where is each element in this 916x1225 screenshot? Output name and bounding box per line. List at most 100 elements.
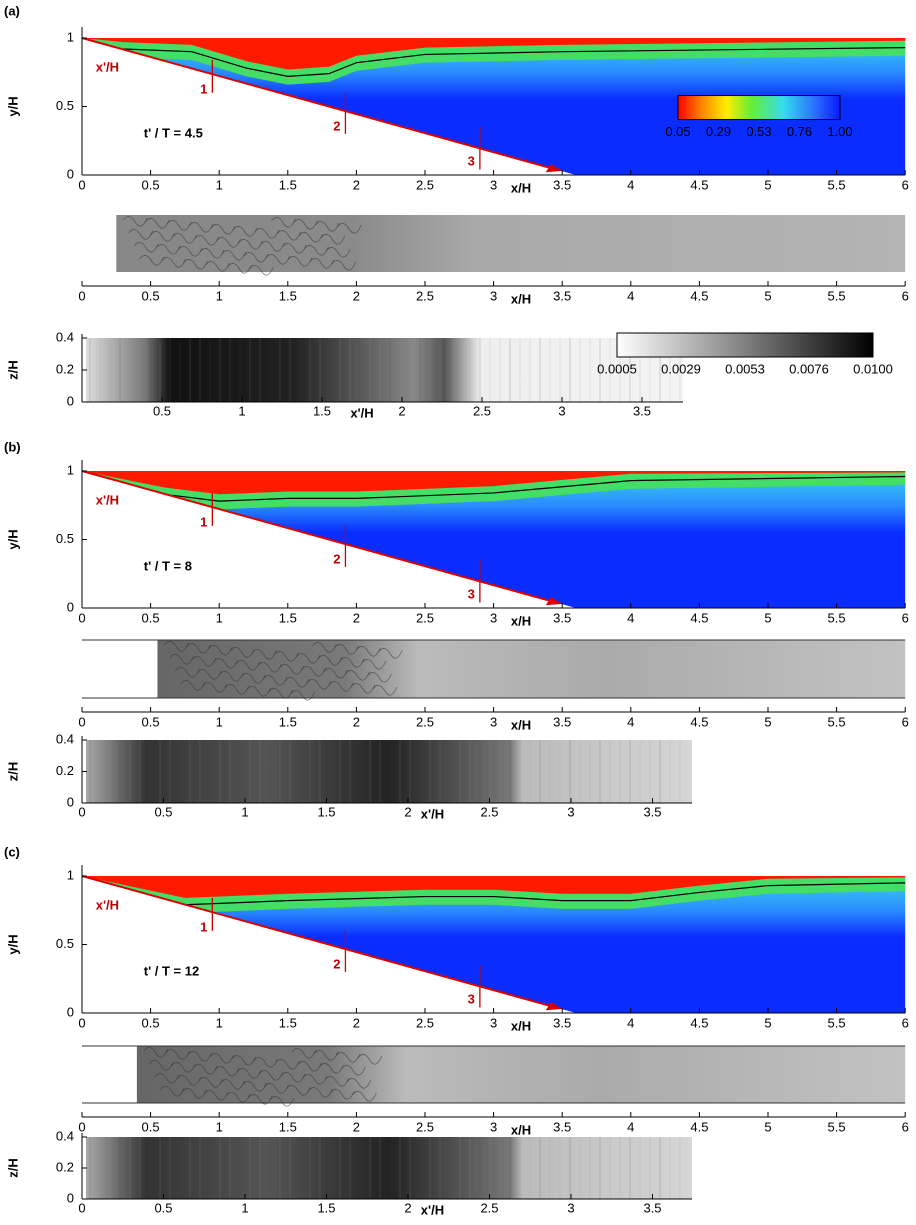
plan-texture [301, 666, 326, 677]
x-tick-label: 1 [216, 288, 223, 303]
plan-texture [231, 1055, 256, 1066]
x-tick-label: 5 [764, 177, 771, 192]
colorbar-label: 0.76 [787, 124, 812, 139]
x-tick-label: 0.5 [142, 1015, 160, 1030]
plan-texture [309, 258, 335, 269]
colorbar-label: 0.0076 [789, 361, 829, 376]
plan-texture [227, 263, 252, 274]
x-tick-label: 3 [490, 1119, 497, 1134]
plan-texture [224, 684, 250, 695]
colorbar-label: 0.0100 [853, 361, 893, 376]
x-tick-label: 6 [902, 1119, 909, 1134]
x-tick-label: 5 [764, 1015, 771, 1030]
station-label: 3 [468, 586, 475, 601]
x-tick-label: 0.5 [142, 177, 160, 192]
plan-texture [148, 1060, 174, 1071]
plan-texture [183, 259, 208, 270]
x-tick-label: 4 [627, 177, 634, 192]
spanwise-view [86, 1137, 692, 1199]
plan-texture [174, 667, 200, 678]
plan-texture [191, 656, 217, 667]
x-tick-label: 5 [764, 288, 771, 303]
plan-texture [214, 1066, 240, 1077]
x-axis-label: x'/H [421, 1202, 444, 1217]
x-tick-label: 4 [627, 288, 634, 303]
x-tick-label: 1.5 [279, 1015, 297, 1030]
plan-texture [302, 1074, 328, 1085]
plan-texture [340, 1065, 366, 1076]
plan-texture [269, 1096, 295, 1107]
x-tick-label: 1.5 [313, 403, 331, 418]
x-tick-label: 2 [353, 177, 360, 192]
plan-texture [345, 670, 370, 681]
colorbar-label: 0.0029 [661, 361, 701, 376]
plan-texture [143, 1047, 169, 1058]
plan-texture [209, 1053, 234, 1064]
y-axis-label: y/H [5, 934, 20, 954]
y-tick-label: 0.4 [56, 329, 74, 344]
x-axis-label: x/H [511, 717, 531, 732]
plan-texture [177, 246, 203, 257]
x-tick-label: 3 [490, 1015, 497, 1030]
plan-texture [295, 653, 321, 664]
x-tick-label: 2.5 [480, 804, 498, 819]
x-tick-label: 5.5 [828, 177, 846, 192]
x-tick-label: 0 [78, 288, 85, 303]
plan-texture [232, 226, 258, 237]
plan-texture [203, 1090, 229, 1101]
x-tick-label: 0.5 [142, 714, 160, 729]
x-tick-label: 5.5 [828, 1015, 846, 1030]
plan-texture [335, 1052, 361, 1063]
station-label: 1 [200, 919, 207, 934]
plan-texture [260, 241, 285, 252]
x-axis-label: x/H [511, 1122, 531, 1137]
plan-texture [216, 237, 241, 248]
plan-texture [202, 682, 228, 693]
plan-texture [357, 1054, 383, 1065]
plan-texture [254, 228, 280, 239]
plan-texture [170, 1062, 196, 1073]
x-tick-label: 2.5 [416, 288, 434, 303]
plan-texture [161, 257, 186, 268]
plan-texture [339, 657, 365, 668]
x-tick-label: 3 [490, 177, 497, 192]
x-tick-label: 5 [764, 714, 771, 729]
plan-texture [122, 216, 148, 227]
plan-texture [238, 239, 263, 250]
plan-texture [229, 647, 255, 658]
x-tick-label: 4.5 [690, 288, 708, 303]
slope-arrow [545, 164, 563, 173]
plan-texture [242, 1081, 267, 1092]
x-tick-label: 4 [627, 1015, 634, 1030]
x-tick-label: 1 [216, 1119, 223, 1134]
plan-texture [319, 1063, 344, 1074]
plan-texture [180, 680, 206, 691]
x-tick-label: 5.5 [828, 714, 846, 729]
x-tick-label: 0.5 [154, 804, 172, 819]
x-tick-label: 4.5 [690, 1015, 708, 1030]
plan-texture [264, 1083, 289, 1094]
x-tick-label: 1.5 [279, 610, 297, 625]
x-tick-label: 3.5 [553, 1119, 571, 1134]
plan-texture [253, 1057, 278, 1068]
slope-arrow [545, 597, 563, 606]
slope-arrow [545, 1002, 563, 1011]
x-tick-label: 2 [353, 714, 360, 729]
plan-texture [275, 1059, 300, 1070]
x-tick-label: 0.5 [153, 403, 171, 418]
plan-texture [281, 243, 307, 254]
plan-texture [317, 655, 343, 666]
plan-texture [221, 250, 247, 261]
plan-texture [210, 224, 236, 235]
plan-view [116, 215, 906, 272]
y-tick-label: 1 [67, 867, 74, 882]
x-axis-label: x/H [511, 613, 531, 628]
x-tick-label: 3 [567, 804, 574, 819]
plan-texture [246, 686, 272, 697]
x-tick-label: 0.5 [142, 288, 160, 303]
heavy-fluid [82, 471, 906, 495]
x-tick-label: 0.5 [142, 610, 160, 625]
plan-texture [271, 217, 296, 228]
x-tick-label: 3.5 [553, 1015, 571, 1030]
